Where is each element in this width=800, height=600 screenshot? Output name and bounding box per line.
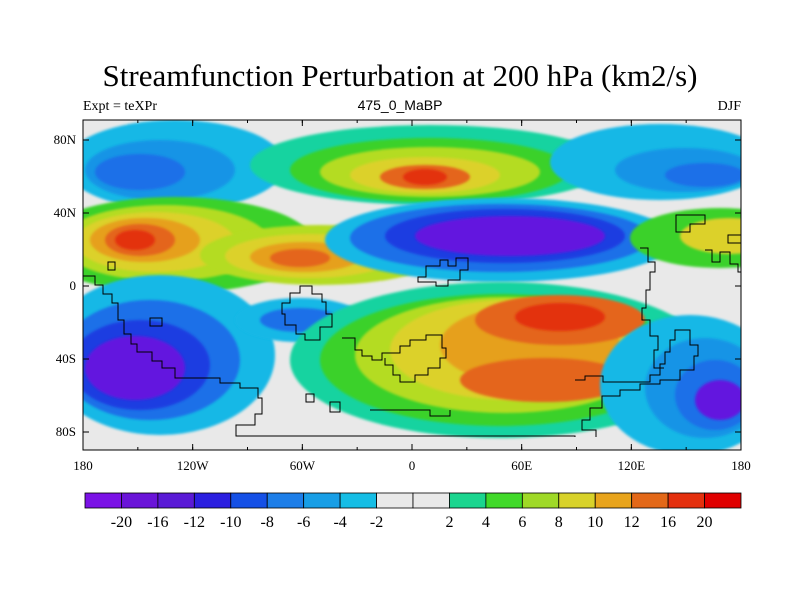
x-tick-label: 120E <box>618 458 646 473</box>
pacific-islands-outline <box>705 249 741 273</box>
island-outline-3 <box>149 317 163 327</box>
colorbar-label: -12 <box>184 514 205 531</box>
colorbar-swatch <box>558 492 596 509</box>
colorbar-swatch <box>412 492 450 509</box>
south-america-coast-inner <box>107 261 116 271</box>
colorbar-swatch <box>339 492 377 509</box>
colorbar-label: 8 <box>555 514 563 531</box>
island-outline-1 <box>305 393 315 403</box>
colorbar-swatch <box>376 492 414 509</box>
colorbar-swatch <box>84 492 122 509</box>
south-america-outline <box>83 275 263 437</box>
contour-blob-se-low <box>695 380 741 420</box>
colorbar-label: -20 <box>111 514 132 531</box>
colorbar-swatch <box>485 492 523 509</box>
y-tick-label: 40N <box>54 205 77 220</box>
colorbar-labels: -20 -16 -12 -10 -8 -6 -4 -2 2 4 6 8 10 12 16 20 <box>111 514 713 531</box>
x-tick-label: 120W <box>177 458 210 473</box>
colorbar <box>84 492 742 509</box>
contour-blob-nw-blue <box>95 154 185 190</box>
axis-ticks <box>82 120 742 450</box>
x-tick-label: 0 <box>409 458 416 473</box>
colorbar-label: 2 <box>445 514 453 531</box>
y-tick-label: 80S <box>56 424 76 439</box>
island-outline-2 <box>329 401 341 413</box>
run-id-label: 475_0_MaBP <box>357 97 443 113</box>
colorbar-swatch <box>704 492 742 509</box>
central-america-outline <box>281 285 333 341</box>
contour-blob-south-warm-a <box>515 303 605 331</box>
axis-tick-labels: 180 120W 60W 0 60E 120E 180 80N 40N 0 40S 80S <box>54 132 751 473</box>
y-tick-label: 80N <box>54 132 77 147</box>
colorbar-label: -4 <box>333 514 346 531</box>
colorbar-swatch <box>230 492 268 509</box>
colorbar-swatch <box>631 492 669 509</box>
contour-blob-central-low <box>415 216 605 256</box>
asia-east-outline <box>640 247 664 369</box>
x-tick-label: 60W <box>290 458 316 473</box>
island-outline-4 <box>727 234 741 244</box>
contour-blob-central-warm <box>270 249 330 267</box>
colorbar-swatch <box>594 492 633 509</box>
colorbar-label: -2 <box>370 514 383 531</box>
colorbar-label: -16 <box>147 514 168 531</box>
contour-blob-ne-blue <box>665 163 741 187</box>
contour-blob-north-warm <box>403 169 447 185</box>
colorbar-swatch <box>449 492 487 509</box>
colorbar-swatch <box>667 492 705 509</box>
x-tick-label: 180 <box>73 458 93 473</box>
experiment-label: Expt = teXPr <box>83 99 157 114</box>
x-tick-label: 60E <box>511 458 532 473</box>
africa-outline <box>342 334 447 383</box>
colorbar-swatch <box>121 492 159 509</box>
antarctic-coast-outline <box>237 435 576 437</box>
colorbar-label: 20 <box>697 514 713 531</box>
colorbar-swatch <box>521 492 560 509</box>
asia-north-outline <box>675 214 706 233</box>
colorbar-label: 4 <box>482 514 490 531</box>
contour-blob-sw-low <box>85 336 185 400</box>
contour-field <box>83 120 741 450</box>
colorbar-label: 16 <box>660 514 676 531</box>
colorbar-swatch <box>303 492 341 509</box>
continent-outlines <box>83 214 741 437</box>
y-tick-label: 0 <box>70 278 77 293</box>
contour-blob-east-warm <box>680 218 741 254</box>
contour-blob-west-warm <box>115 230 155 250</box>
europe-asia-outline <box>417 257 469 287</box>
southern-ocean-line <box>370 409 451 417</box>
colorbar-swatch <box>157 492 195 509</box>
y-tick-label: 40S <box>56 351 76 366</box>
figure-title: Streamfunction Perturbation at 200 hPa (… <box>102 58 698 93</box>
australia-outline <box>575 329 699 437</box>
contour-blob-south-warm-b <box>460 358 630 402</box>
x-tick-label: 180 <box>731 458 751 473</box>
season-label: DJF <box>717 99 741 114</box>
colorbar-swatch <box>193 492 232 509</box>
colorbar-label: -6 <box>297 514 310 531</box>
colorbar-label: 6 <box>518 514 526 531</box>
colorbar-label: -8 <box>261 514 274 531</box>
colorbar-label: 10 <box>587 514 603 531</box>
colorbar-label: 12 <box>624 514 640 531</box>
colorbar-swatch <box>266 492 305 509</box>
colorbar-label: -10 <box>220 514 241 531</box>
